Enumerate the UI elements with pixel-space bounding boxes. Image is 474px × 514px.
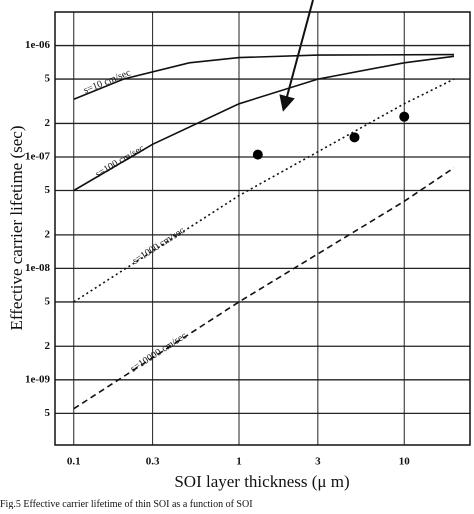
y-tick-label: 5 xyxy=(45,295,51,307)
x-axis-label: SOI layer thickness (μ m) xyxy=(174,472,349,491)
plot-frame xyxy=(54,11,471,446)
x-tick-label: 1 xyxy=(236,456,242,468)
x-tick-label: 0.3 xyxy=(146,456,160,468)
caption: Fig.5 Effective carrier lifetime of thin… xyxy=(0,499,253,509)
series-label: s=1000 cm/sec xyxy=(131,225,188,267)
y-tick-label: 2 xyxy=(45,228,51,240)
y-tick-label: 1e-08 xyxy=(25,262,51,274)
series-line xyxy=(73,167,455,410)
series-label: s=10 cm/sec xyxy=(82,67,133,96)
x-tick-label: 3 xyxy=(315,456,321,468)
y-tick-label: 5 xyxy=(45,73,51,85)
y-axis-label: Effective carrier lifetime (sec) xyxy=(7,126,26,331)
y-tick-label: 2 xyxy=(45,117,51,129)
y-tick-label: 5 xyxy=(45,407,51,419)
data-point xyxy=(399,111,410,122)
series-line xyxy=(73,78,455,303)
x-tick-label: 0.1 xyxy=(67,456,81,468)
y-tick-label: 1e-07 xyxy=(25,150,51,162)
data-point xyxy=(252,149,263,160)
series-line xyxy=(73,55,455,192)
data-point xyxy=(349,132,360,143)
y-tick-label: 5 xyxy=(45,184,51,196)
y-tick-label: 2 xyxy=(45,340,51,352)
series-label: s=10000 cm/sec xyxy=(129,330,190,375)
x-tick-label: 10 xyxy=(399,456,411,468)
series-line xyxy=(73,53,455,100)
arrow xyxy=(279,0,314,112)
y-tick-label: 1e-09 xyxy=(25,373,51,385)
y-tick-label: 1e-06 xyxy=(25,39,51,51)
series-label: s=100 cm/sec xyxy=(94,143,147,180)
